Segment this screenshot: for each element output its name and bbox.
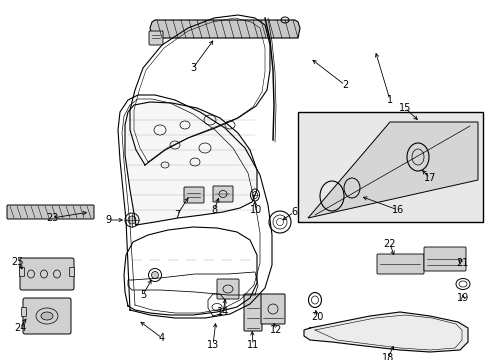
FancyBboxPatch shape [23, 298, 71, 334]
Text: 9: 9 [105, 215, 111, 225]
Polygon shape [125, 102, 257, 225]
Text: 10: 10 [249, 205, 262, 215]
Text: 19: 19 [456, 293, 468, 303]
FancyBboxPatch shape [261, 294, 285, 324]
Text: 3: 3 [189, 63, 196, 73]
FancyBboxPatch shape [21, 307, 26, 316]
Ellipse shape [41, 312, 53, 320]
FancyBboxPatch shape [149, 31, 163, 45]
Text: 6: 6 [290, 207, 296, 217]
Ellipse shape [151, 271, 158, 279]
FancyBboxPatch shape [20, 267, 24, 276]
Text: 18: 18 [381, 353, 393, 360]
Polygon shape [307, 122, 477, 218]
Text: 12: 12 [269, 325, 282, 335]
Text: 2: 2 [341, 80, 347, 90]
FancyBboxPatch shape [423, 247, 465, 271]
Text: 25: 25 [12, 257, 24, 267]
Text: 11: 11 [246, 340, 259, 350]
Text: 13: 13 [206, 340, 219, 350]
Text: 1: 1 [386, 95, 392, 105]
Text: 23: 23 [46, 213, 58, 223]
FancyBboxPatch shape [183, 187, 203, 203]
Text: 4: 4 [159, 333, 165, 343]
Polygon shape [304, 312, 467, 352]
FancyBboxPatch shape [244, 294, 262, 331]
Ellipse shape [128, 216, 136, 224]
Text: 15: 15 [398, 103, 410, 113]
Text: 17: 17 [423, 173, 435, 183]
FancyBboxPatch shape [376, 254, 423, 274]
Text: 8: 8 [210, 205, 217, 215]
Text: 21: 21 [455, 258, 467, 268]
Bar [297, 112, 482, 222]
Text: 20: 20 [310, 312, 323, 322]
Polygon shape [150, 20, 299, 38]
FancyBboxPatch shape [217, 279, 239, 299]
Text: 14: 14 [217, 307, 229, 317]
Text: 5: 5 [140, 290, 146, 300]
FancyBboxPatch shape [69, 267, 74, 276]
Text: 16: 16 [391, 205, 403, 215]
FancyBboxPatch shape [20, 258, 74, 290]
FancyBboxPatch shape [213, 186, 232, 202]
Text: 7: 7 [174, 210, 180, 220]
FancyBboxPatch shape [7, 205, 94, 219]
Text: 24: 24 [14, 323, 26, 333]
Text: 22: 22 [383, 239, 395, 249]
